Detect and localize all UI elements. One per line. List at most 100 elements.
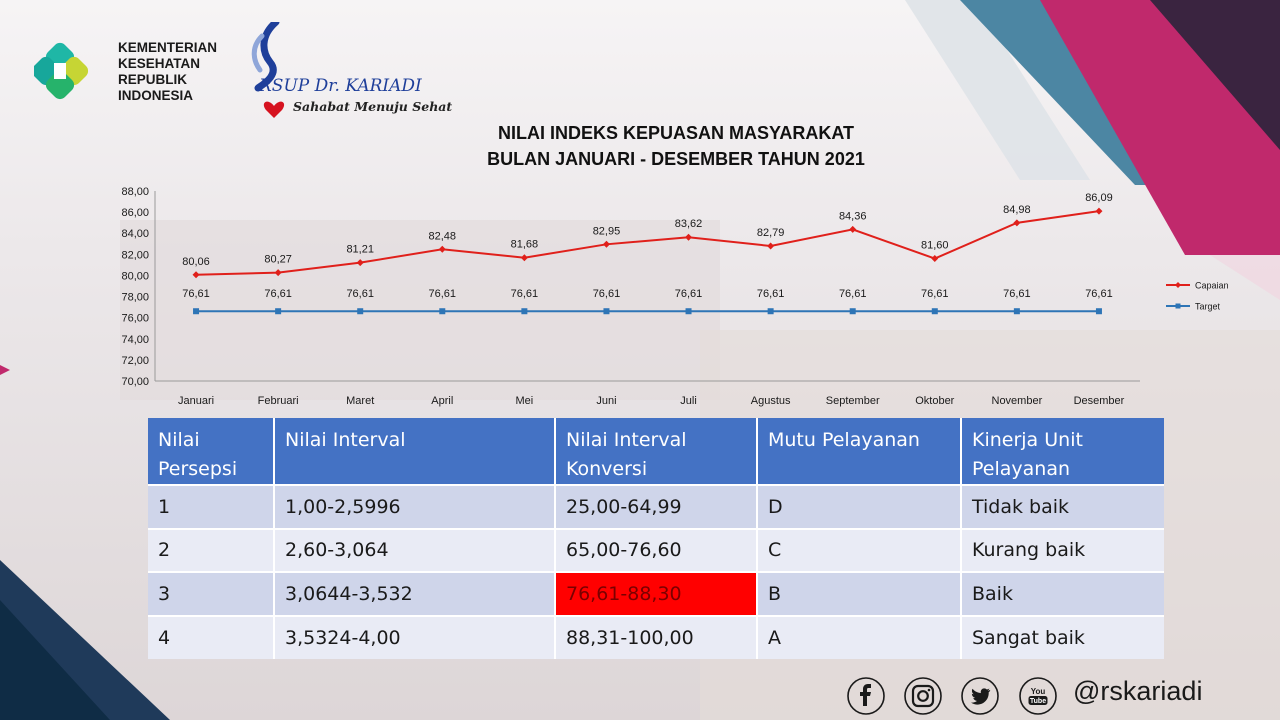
- social-handle[interactable]: @rskariadi: [1073, 676, 1203, 706]
- data-label-target: 76,61: [593, 288, 621, 300]
- y-tick-label: 84,00: [121, 228, 149, 240]
- data-label-capaian: 81,21: [346, 244, 374, 256]
- data-label-target: 76,61: [757, 288, 785, 300]
- data-label-capaian: 81,68: [511, 239, 539, 251]
- data-point-target: [1013, 308, 1020, 315]
- data-point-target: [193, 308, 200, 315]
- y-tick-label: 78,00: [121, 292, 149, 304]
- data-label-target: 76,61: [511, 288, 539, 300]
- kemenkes-line: INDONESIA: [118, 88, 194, 103]
- data-label-capaian: 86,09: [1085, 192, 1113, 204]
- table-header-row: Nilai Persepsi Nilai Interval Nilai Inter…: [148, 418, 1164, 485]
- data-label-capaian: 84,98: [1003, 204, 1031, 216]
- x-tick-label: Desember: [1074, 395, 1125, 407]
- facebook-icon[interactable]: [846, 676, 886, 716]
- y-tick-label: 82,00: [121, 249, 149, 261]
- data-label-capaian: 83,62: [675, 218, 703, 230]
- data-point-capaian: [602, 240, 610, 248]
- data-point-capaian: [438, 245, 446, 253]
- table-cell: 2: [148, 527, 275, 572]
- data-label-target: 76,61: [429, 288, 457, 300]
- highlighted-cell: 76,61-88,30: [555, 571, 758, 616]
- table-row: 4 3,5324-4,00 88,31-100,00 A Sangat baik: [148, 614, 1164, 659]
- table-cell: 4: [148, 614, 275, 659]
- x-tick-label: Oktober: [915, 395, 954, 407]
- data-point-target: [521, 308, 528, 315]
- data-label-target: 76,61: [839, 288, 867, 300]
- kemenkes-line: REPUBLIK: [118, 72, 188, 87]
- youtube-icon[interactable]: You Tube: [1018, 676, 1058, 716]
- table-cell: 3,5324-4,00: [274, 614, 556, 659]
- y-tick-label: 74,00: [121, 334, 149, 346]
- data-point-target: [357, 308, 364, 315]
- table-cell: D: [757, 484, 962, 529]
- table-cell: 3: [148, 571, 275, 616]
- y-tick-label: 86,00: [121, 207, 149, 219]
- x-tick-label: November: [992, 395, 1043, 407]
- header-nilai-interval-konversi: Nilai Interval Konversi: [555, 418, 758, 485]
- data-point-target: [849, 308, 856, 315]
- legend-label-capaian: Capaian: [1195, 281, 1229, 291]
- legend-marker-target: [1175, 303, 1181, 309]
- table-cell: Sangat baik: [961, 614, 1164, 659]
- y-tick-label: 88,00: [121, 186, 149, 198]
- chart-title: NILAI INDEKS KEPUASAN MASYARAKAT BULAN J…: [376, 120, 976, 172]
- kemenkes-line: KESEHATAN: [118, 56, 201, 71]
- data-label-target: 76,61: [264, 288, 292, 300]
- twitter-icon[interactable]: [960, 676, 1000, 716]
- youtube-icon-text: You: [1031, 687, 1046, 696]
- header-kinerja-unit: Kinerja Unit Pelayanan: [961, 418, 1164, 485]
- data-label-capaian: 82,95: [593, 225, 621, 237]
- table-cell: A: [757, 614, 962, 659]
- data-point-target: [931, 308, 938, 315]
- kariadi-slogan: Sahabat Menuju Sehat: [293, 99, 453, 114]
- table-cell: B: [757, 571, 962, 616]
- kariadi-name: RSUP Dr. KARIADI: [259, 76, 422, 96]
- y-tick-label: 70,00: [121, 376, 149, 388]
- data-label-capaian: 80,06: [182, 256, 210, 268]
- x-tick-label: Juni: [596, 395, 616, 407]
- header-nilai-persepsi: Nilai Persepsi: [148, 418, 275, 485]
- data-label-capaian: 82,79: [757, 227, 785, 239]
- data-point-capaian: [1095, 207, 1103, 215]
- data-point-capaian: [192, 271, 200, 279]
- data-point-target: [1095, 308, 1102, 315]
- table-cell: 25,00-64,99: [555, 484, 758, 529]
- interval-table: Nilai Persepsi Nilai Interval Nilai Inter…: [148, 418, 1164, 659]
- kariadi-logo-icon: [251, 22, 285, 118]
- data-label-target: 76,61: [346, 288, 374, 300]
- x-tick-label: April: [431, 395, 453, 407]
- x-tick-label: Agustus: [751, 395, 791, 407]
- table-row: 2 2,60-3,064 65,00-76,60 C Kurang baik: [148, 527, 1164, 572]
- data-label-target: 76,61: [1085, 288, 1113, 300]
- x-tick-label: September: [826, 395, 880, 407]
- kemenkes-text: KEMENTERIAN KESEHATAN REPUBLIK INDONESIA: [118, 40, 217, 104]
- kemenkes-logo-icon: [34, 42, 89, 100]
- x-tick-label: Februari: [258, 395, 299, 407]
- instagram-icon[interactable]: [903, 676, 943, 716]
- x-tick-label: Mei: [516, 395, 534, 407]
- y-tick-label: 76,00: [121, 313, 149, 325]
- x-tick-label: Juli: [680, 395, 697, 407]
- y-tick-label: 80,00: [121, 270, 149, 282]
- table-cell: Baik: [961, 571, 1164, 616]
- header-nilai-interval: Nilai Interval: [274, 418, 556, 485]
- data-label-capaian: 81,60: [921, 240, 949, 252]
- kemenkes-line: KEMENTERIAN: [118, 40, 218, 55]
- data-point-target: [767, 308, 774, 315]
- data-point-capaian: [767, 242, 775, 250]
- data-point-target: [439, 308, 446, 315]
- header-mutu-pelayanan: Mutu Pelayanan: [757, 418, 962, 485]
- line-chart: 70,00 72,00 74,00 76,00 78,00 80,00 82,00 84,00…: [121, 186, 1229, 407]
- legend-marker-capaian: [1175, 282, 1181, 288]
- data-point-capaian: [931, 255, 939, 263]
- table-cell: 65,00-76,60: [555, 527, 758, 572]
- table-cell: C: [757, 527, 962, 572]
- x-tick-label: Januari: [178, 395, 214, 407]
- table-cell: 88,31-100,00: [555, 614, 758, 659]
- table-row: 1 1,00-2,5996 25,00-64,99 D Tidak baik: [148, 484, 1164, 529]
- table-row: 3 3,0644-3,532 76,61-88,30 B Baik: [148, 571, 1164, 616]
- data-label-capaian: 84,36: [839, 210, 867, 222]
- chart-title-line: BULAN JANUARI - DESEMBER TAHUN 2021: [487, 149, 865, 169]
- data-point-capaian: [849, 225, 857, 233]
